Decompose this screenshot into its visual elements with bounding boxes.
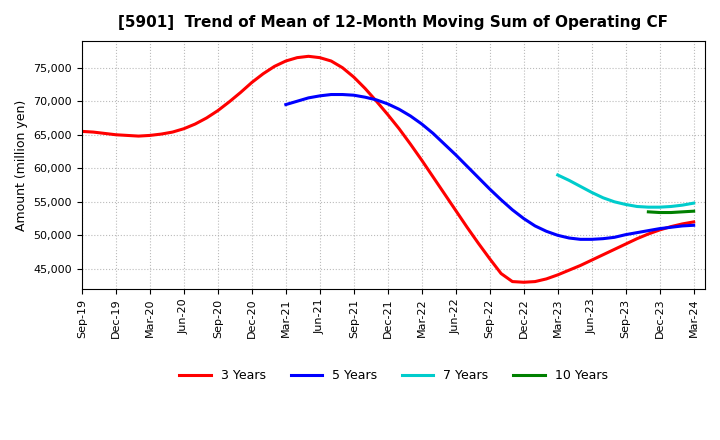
5 Years <box>372 97 381 103</box>
5 Years <box>451 152 460 158</box>
5 Years <box>599 236 608 241</box>
5 Years <box>418 121 426 127</box>
Legend: 3 Years, 5 Years, 7 Years, 10 Years: 3 Years, 5 Years, 7 Years, 10 Years <box>174 364 613 387</box>
5 Years <box>304 95 312 100</box>
5 Years <box>655 226 664 231</box>
10 Years <box>667 210 675 215</box>
5 Years <box>508 207 517 213</box>
7 Years <box>667 204 675 209</box>
5 Years <box>395 106 403 112</box>
10 Years <box>689 209 698 214</box>
5 Years <box>644 228 652 233</box>
5 Years <box>474 175 482 180</box>
3 Years <box>644 231 652 237</box>
5 Years <box>531 223 539 228</box>
3 Years <box>145 133 154 138</box>
10 Years <box>655 210 664 215</box>
7 Years <box>655 205 664 210</box>
5 Years <box>633 230 642 235</box>
10 Years <box>644 209 652 214</box>
3 Years <box>315 55 324 60</box>
5 Years <box>282 102 290 107</box>
Line: 3 Years: 3 Years <box>82 56 693 282</box>
7 Years <box>599 195 608 200</box>
Title: [5901]  Trend of Mean of 12-Month Moving Sum of Operating CF: [5901] Trend of Mean of 12-Month Moving … <box>119 15 668 30</box>
5 Years <box>588 237 596 242</box>
5 Years <box>564 235 573 241</box>
5 Years <box>315 93 324 99</box>
5 Years <box>678 223 687 228</box>
7 Years <box>644 205 652 210</box>
7 Years <box>678 202 687 208</box>
7 Years <box>621 202 630 207</box>
5 Years <box>667 225 675 230</box>
5 Years <box>554 233 562 238</box>
5 Years <box>497 197 505 202</box>
3 Years <box>678 221 687 227</box>
5 Years <box>384 101 392 106</box>
3 Years <box>304 54 312 59</box>
5 Years <box>429 131 438 136</box>
Y-axis label: Amount (million yen): Amount (million yen) <box>15 99 28 231</box>
5 Years <box>463 164 472 169</box>
7 Years <box>689 201 698 206</box>
5 Years <box>440 142 449 147</box>
5 Years <box>689 223 698 228</box>
5 Years <box>338 92 347 97</box>
5 Years <box>542 229 551 234</box>
7 Years <box>610 199 618 205</box>
7 Years <box>576 184 585 189</box>
7 Years <box>564 178 573 183</box>
5 Years <box>406 114 415 119</box>
Line: 10 Years: 10 Years <box>648 211 693 213</box>
5 Years <box>327 92 336 97</box>
5 Years <box>610 235 618 240</box>
7 Years <box>633 204 642 209</box>
Line: 7 Years: 7 Years <box>558 175 693 207</box>
5 Years <box>485 187 494 192</box>
5 Years <box>519 216 528 221</box>
3 Years <box>519 279 528 285</box>
3 Years <box>689 219 698 224</box>
7 Years <box>554 172 562 178</box>
5 Years <box>621 232 630 237</box>
5 Years <box>349 92 358 98</box>
5 Years <box>361 95 369 100</box>
7 Years <box>588 190 596 195</box>
3 Years <box>78 129 86 134</box>
3 Years <box>191 121 199 127</box>
5 Years <box>576 237 585 242</box>
5 Years <box>293 99 302 104</box>
Line: 5 Years: 5 Years <box>286 95 693 239</box>
10 Years <box>678 209 687 214</box>
3 Years <box>225 99 233 105</box>
